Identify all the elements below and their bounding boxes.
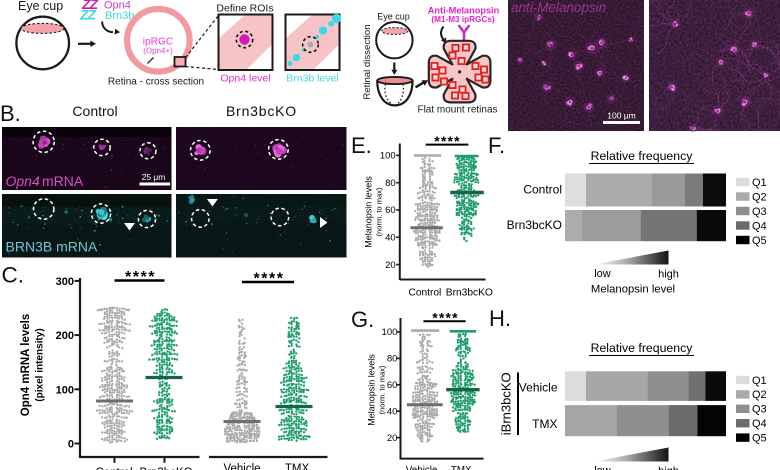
svg-text:300: 300 xyxy=(56,276,74,288)
svg-text:anti-Melanopsin: anti-Melanopsin xyxy=(511,0,606,15)
svg-text:Melanopsin levels: Melanopsin levels xyxy=(364,176,374,248)
svg-text:Brn3bcKO: Brn3bcKO xyxy=(139,467,192,470)
svg-text:Q1: Q1 xyxy=(752,375,767,387)
svg-text:Q2: Q2 xyxy=(752,389,767,401)
svg-text:Relative frequency: Relative frequency xyxy=(591,341,694,355)
svg-text:25 μm: 25 μm xyxy=(142,172,166,182)
svg-text:Brn3bcKO: Brn3bcKO xyxy=(507,218,562,232)
svg-text:H.: H. xyxy=(489,306,511,331)
svg-text:0: 0 xyxy=(68,439,74,451)
svg-text:ZZ: ZZ xyxy=(79,7,97,23)
svg-text:Q5: Q5 xyxy=(752,235,767,247)
svg-text:100 μm: 100 μm xyxy=(607,111,636,121)
svg-text:20: 20 xyxy=(385,260,396,271)
svg-text:Control: Control xyxy=(408,288,441,299)
svg-text:Brn3b: Brn3b xyxy=(105,10,134,22)
svg-text:Control: Control xyxy=(72,103,117,119)
svg-text:iBrn3bcKO: iBrn3bcKO xyxy=(499,372,514,435)
svg-text:80: 80 xyxy=(385,178,396,189)
svg-text:100: 100 xyxy=(382,327,398,338)
svg-text:(norm. to max): (norm. to max) xyxy=(375,187,384,236)
svg-text:40: 40 xyxy=(387,406,398,417)
svg-text:Brn3bcKO: Brn3bcKO xyxy=(226,103,297,119)
svg-text:Opn4 mRNA levels: Opn4 mRNA levels xyxy=(20,314,32,416)
svg-text:F.: F. xyxy=(488,133,505,158)
svg-text:Eye cup: Eye cup xyxy=(18,0,63,13)
svg-text:80: 80 xyxy=(387,354,398,365)
svg-text:Retinal dissection: Retinal dissection xyxy=(362,24,373,99)
svg-text:E.: E. xyxy=(351,133,372,158)
svg-text:Q3: Q3 xyxy=(752,206,767,218)
svg-text:Vehicle: Vehicle xyxy=(519,381,558,395)
svg-text:40: 40 xyxy=(385,232,396,243)
svg-text:ipRGC: ipRGC xyxy=(143,37,174,48)
svg-text:high: high xyxy=(658,466,679,470)
svg-text:Eye cup: Eye cup xyxy=(377,12,410,22)
svg-text:****: **** xyxy=(254,271,285,288)
svg-text:Brn3b level: Brn3b level xyxy=(286,73,339,85)
svg-text:20: 20 xyxy=(387,433,398,444)
svg-text:Control: Control xyxy=(523,183,562,197)
svg-text:60: 60 xyxy=(385,205,396,216)
svg-text:Define ROIs: Define ROIs xyxy=(216,3,273,15)
svg-text:TMX: TMX xyxy=(451,465,472,470)
svg-text:Control: Control xyxy=(95,467,132,470)
svg-text:BRN3B mRNA: BRN3B mRNA xyxy=(6,239,98,255)
svg-text:100: 100 xyxy=(380,151,396,162)
svg-text:Vehicle: Vehicle xyxy=(406,465,438,470)
svg-text:ZZ: ZZ xyxy=(81,0,99,12)
svg-text:Relative frequency: Relative frequency xyxy=(591,149,694,163)
svg-text:****: **** xyxy=(434,133,461,149)
svg-text:low: low xyxy=(594,268,611,280)
svg-text:Opn4: Opn4 xyxy=(104,0,131,12)
svg-text:Retina - cross section: Retina - cross section xyxy=(108,77,204,88)
svg-text:Q4: Q4 xyxy=(752,220,767,232)
svg-text:high: high xyxy=(658,269,679,281)
svg-text:TMX: TMX xyxy=(532,417,557,431)
svg-text:Melanopsin levels: Melanopsin levels xyxy=(367,354,377,426)
svg-text:(Opn4+): (Opn4+) xyxy=(143,47,173,56)
svg-text:low: low xyxy=(594,465,611,470)
svg-text:Q1: Q1 xyxy=(752,177,767,189)
svg-text:100: 100 xyxy=(56,384,74,396)
svg-text:Q4: Q4 xyxy=(752,418,767,430)
svg-text:****: **** xyxy=(125,269,156,286)
svg-text:Melanopsin level: Melanopsin level xyxy=(591,284,675,296)
svg-text:(M1-M3 ipRGCs): (M1-M3 ipRGCs) xyxy=(431,15,494,24)
svg-text:(pixel intensity): (pixel intensity) xyxy=(35,328,46,401)
svg-text:TMX: TMX xyxy=(285,463,310,470)
svg-text:Anti-Melanopsin: Anti-Melanopsin xyxy=(428,6,500,16)
svg-text:Flat mount retinas: Flat mount retinas xyxy=(417,105,497,116)
svg-text:****: **** xyxy=(432,310,459,326)
svg-text:200: 200 xyxy=(56,330,74,342)
svg-text:Opn4 level: Opn4 level xyxy=(220,73,270,85)
svg-text:Q3: Q3 xyxy=(752,404,767,416)
svg-text:mRNA: mRNA xyxy=(42,173,84,189)
svg-text:60: 60 xyxy=(387,380,398,391)
svg-text:Vehicle: Vehicle xyxy=(223,463,260,470)
svg-text:(norm. to max): (norm. to max) xyxy=(378,365,387,414)
svg-text:C.: C. xyxy=(2,263,25,288)
svg-text:Q5: Q5 xyxy=(752,432,767,444)
svg-text:Brn3bcKO: Brn3bcKO xyxy=(446,288,493,299)
svg-text:Opn4: Opn4 xyxy=(6,173,40,189)
svg-text:Q2: Q2 xyxy=(752,191,767,203)
svg-text:B.: B. xyxy=(0,101,21,126)
svg-text:G.: G. xyxy=(351,307,374,332)
